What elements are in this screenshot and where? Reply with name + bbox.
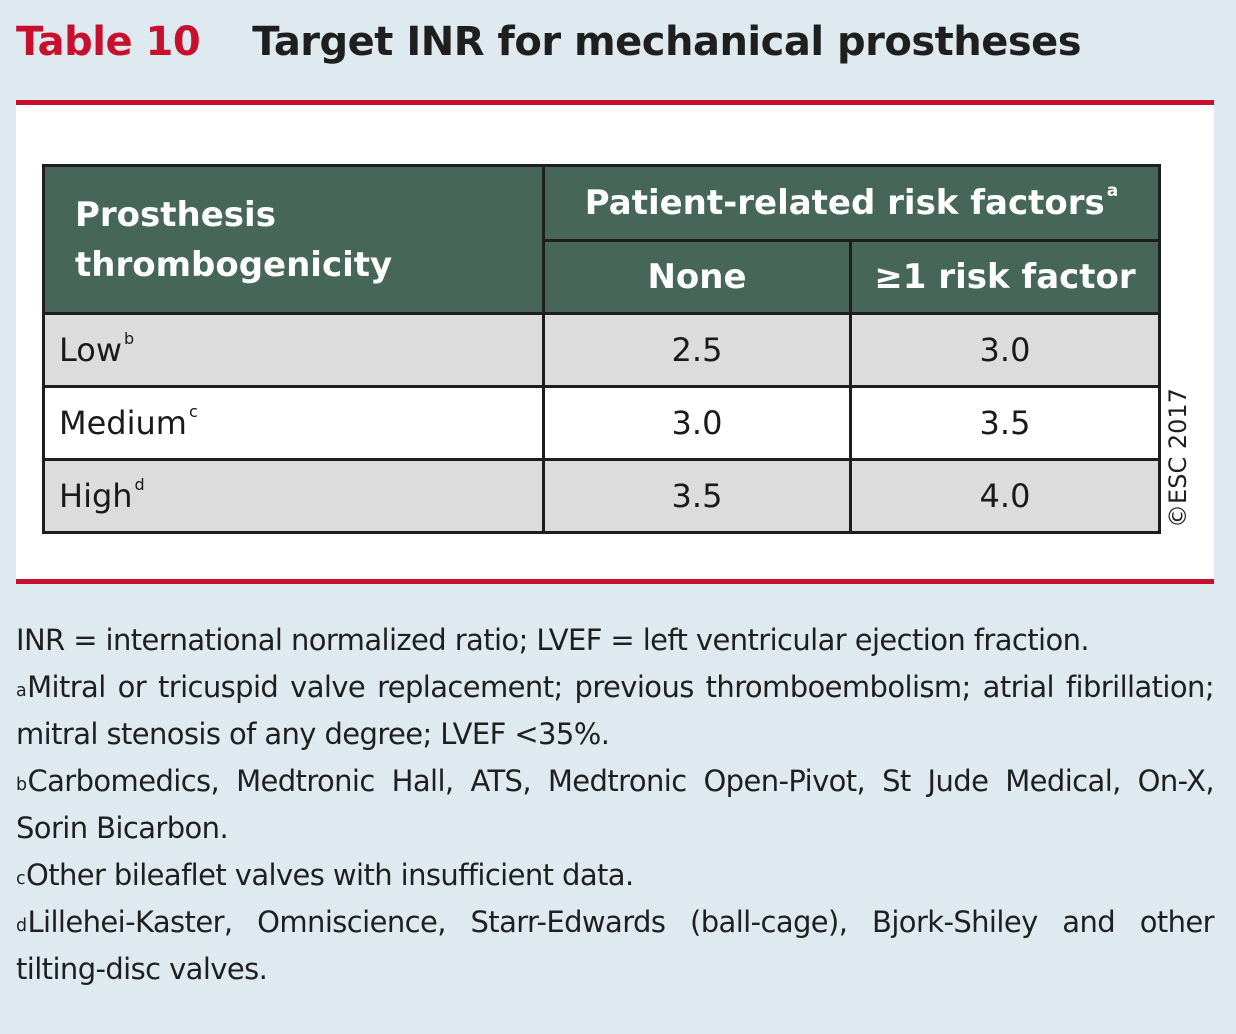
footnote-abbreviations: INR = international normalized ratio; LV… xyxy=(16,623,1090,657)
copyright-notice: ©ESC 2017 xyxy=(1164,388,1192,528)
row-label: Medium c xyxy=(42,385,545,461)
table-heading: Target INR for mechanical prostheses xyxy=(252,19,1082,65)
bottom-divider xyxy=(16,579,1214,584)
table-row-medium: Medium c 3.0 3.5 xyxy=(42,385,1161,461)
table-row-low: Low b 2.5 3.0 xyxy=(42,312,1161,388)
inr-table: Prosthesis thrombogenicity Patient-relat… xyxy=(42,164,1161,534)
footnote-a: aMitral or tricuspid valve replacement; … xyxy=(16,670,1215,751)
footnote-b: bCarbomedics, Medtronic Hall, ATS, Medtr… xyxy=(16,764,1215,845)
cell-risk: 3.0 xyxy=(849,312,1161,388)
table-title: Table 10 Target INR for mechanical prost… xyxy=(16,12,1082,72)
cell-risk: 4.0 xyxy=(849,458,1161,534)
footnote-d: dLillehei-Kaster, Omniscience, Starr-Edw… xyxy=(16,905,1215,986)
cell-none: 2.5 xyxy=(542,312,852,388)
cell-none: 3.5 xyxy=(542,458,852,534)
cell-risk: 3.5 xyxy=(849,385,1161,461)
cell-none: 3.0 xyxy=(542,385,852,461)
table-number: Table 10 xyxy=(16,19,201,65)
header-patient-risk-factors: Patient-related risk factors a xyxy=(542,164,1161,242)
header-one-or-more-risk-factor: ≥1 risk factor xyxy=(849,239,1161,315)
footnote-c: cOther bileaflet valves with insufficien… xyxy=(16,858,634,892)
header-none: None xyxy=(542,239,852,315)
footnotes: INR = international normalized ratio; LV… xyxy=(16,617,1215,993)
header-prosthesis-thrombogenicity: Prosthesis thrombogenicity xyxy=(42,164,545,315)
footnote-marker-a: a xyxy=(1106,181,1119,201)
row-label: High d xyxy=(42,458,545,534)
row-label: Low b xyxy=(42,312,545,388)
table-row-high: High d 3.5 4.0 xyxy=(42,458,1161,534)
top-divider xyxy=(16,100,1214,105)
